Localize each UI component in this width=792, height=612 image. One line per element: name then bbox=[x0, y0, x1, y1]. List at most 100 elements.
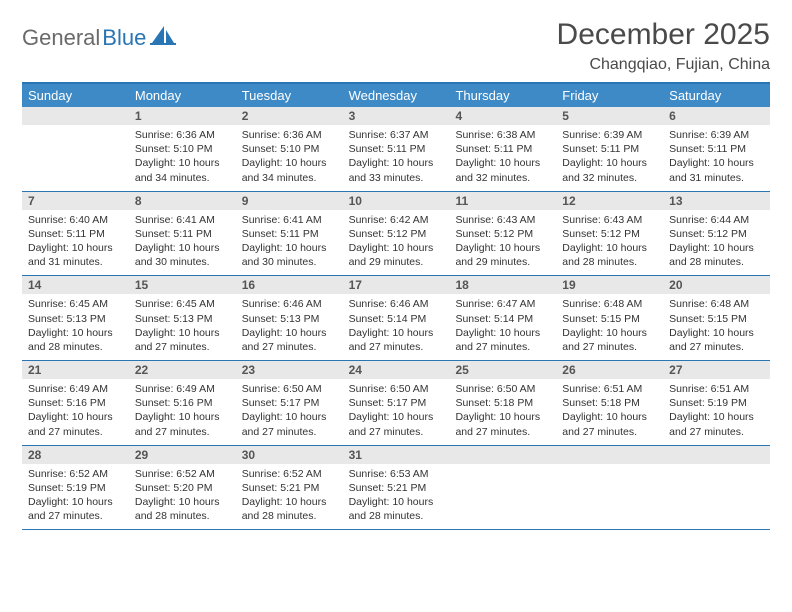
week-row: 1Sunrise: 6:36 AMSunset: 5:10 PMDaylight… bbox=[22, 107, 770, 192]
sunrise-text: Sunrise: 6:38 AM bbox=[455, 128, 550, 142]
day-number bbox=[556, 446, 663, 464]
daylight-text: Daylight: 10 hours and 28 minutes. bbox=[669, 241, 764, 269]
day-cell: 26Sunrise: 6:51 AMSunset: 5:18 PMDayligh… bbox=[556, 361, 663, 445]
day-content: Sunrise: 6:50 AMSunset: 5:17 PMDaylight:… bbox=[236, 379, 343, 445]
sunset-text: Sunset: 5:10 PM bbox=[242, 142, 337, 156]
day-content: Sunrise: 6:50 AMSunset: 5:18 PMDaylight:… bbox=[449, 379, 556, 445]
day-cell: 15Sunrise: 6:45 AMSunset: 5:13 PMDayligh… bbox=[129, 276, 236, 360]
day-cell: 28Sunrise: 6:52 AMSunset: 5:19 PMDayligh… bbox=[22, 446, 129, 530]
sunrise-text: Sunrise: 6:49 AM bbox=[28, 382, 123, 396]
day-cell: 11Sunrise: 6:43 AMSunset: 5:12 PMDayligh… bbox=[449, 192, 556, 276]
day-content: Sunrise: 6:43 AMSunset: 5:12 PMDaylight:… bbox=[449, 210, 556, 276]
sunrise-text: Sunrise: 6:36 AM bbox=[242, 128, 337, 142]
sunrise-text: Sunrise: 6:45 AM bbox=[28, 297, 123, 311]
daylight-text: Daylight: 10 hours and 27 minutes. bbox=[135, 410, 230, 438]
daylight-text: Daylight: 10 hours and 28 minutes. bbox=[28, 326, 123, 354]
sunrise-text: Sunrise: 6:47 AM bbox=[455, 297, 550, 311]
week-row: 7Sunrise: 6:40 AMSunset: 5:11 PMDaylight… bbox=[22, 192, 770, 277]
day-content: Sunrise: 6:49 AMSunset: 5:16 PMDaylight:… bbox=[129, 379, 236, 445]
day-number: 29 bbox=[129, 446, 236, 464]
daylight-text: Daylight: 10 hours and 28 minutes. bbox=[242, 495, 337, 523]
day-content: Sunrise: 6:36 AMSunset: 5:10 PMDaylight:… bbox=[236, 125, 343, 191]
sunset-text: Sunset: 5:21 PM bbox=[349, 481, 444, 495]
day-content: Sunrise: 6:52 AMSunset: 5:20 PMDaylight:… bbox=[129, 464, 236, 530]
daylight-text: Daylight: 10 hours and 27 minutes. bbox=[669, 410, 764, 438]
day-number bbox=[449, 446, 556, 464]
sunrise-text: Sunrise: 6:52 AM bbox=[242, 467, 337, 481]
brand-logo: General Blue bbox=[22, 24, 176, 51]
day-cell: 20Sunrise: 6:48 AMSunset: 5:15 PMDayligh… bbox=[663, 276, 770, 360]
day-content: Sunrise: 6:39 AMSunset: 5:11 PMDaylight:… bbox=[663, 125, 770, 191]
day-content: Sunrise: 6:38 AMSunset: 5:11 PMDaylight:… bbox=[449, 125, 556, 191]
day-number: 20 bbox=[663, 276, 770, 294]
sunset-text: Sunset: 5:20 PM bbox=[135, 481, 230, 495]
sunset-text: Sunset: 5:14 PM bbox=[349, 312, 444, 326]
sunset-text: Sunset: 5:18 PM bbox=[455, 396, 550, 410]
sail-icon bbox=[150, 24, 176, 51]
dow-cell: Tuesday bbox=[236, 84, 343, 107]
day-content: Sunrise: 6:46 AMSunset: 5:14 PMDaylight:… bbox=[343, 294, 450, 360]
sunset-text: Sunset: 5:15 PM bbox=[562, 312, 657, 326]
daylight-text: Daylight: 10 hours and 33 minutes. bbox=[349, 156, 444, 184]
day-cell: 16Sunrise: 6:46 AMSunset: 5:13 PMDayligh… bbox=[236, 276, 343, 360]
day-number: 2 bbox=[236, 107, 343, 125]
dow-cell: Saturday bbox=[663, 84, 770, 107]
sunset-text: Sunset: 5:19 PM bbox=[669, 396, 764, 410]
day-number: 19 bbox=[556, 276, 663, 294]
day-number: 4 bbox=[449, 107, 556, 125]
daylight-text: Daylight: 10 hours and 27 minutes. bbox=[349, 410, 444, 438]
week-row: 21Sunrise: 6:49 AMSunset: 5:16 PMDayligh… bbox=[22, 361, 770, 446]
sunrise-text: Sunrise: 6:49 AM bbox=[135, 382, 230, 396]
day-cell: 8Sunrise: 6:41 AMSunset: 5:11 PMDaylight… bbox=[129, 192, 236, 276]
sunrise-text: Sunrise: 6:43 AM bbox=[562, 213, 657, 227]
sunset-text: Sunset: 5:11 PM bbox=[28, 227, 123, 241]
day-number: 27 bbox=[663, 361, 770, 379]
day-cell bbox=[556, 446, 663, 530]
sunset-text: Sunset: 5:13 PM bbox=[135, 312, 230, 326]
day-number: 28 bbox=[22, 446, 129, 464]
sunset-text: Sunset: 5:15 PM bbox=[669, 312, 764, 326]
day-content: Sunrise: 6:48 AMSunset: 5:15 PMDaylight:… bbox=[663, 294, 770, 360]
day-number: 17 bbox=[343, 276, 450, 294]
day-content: Sunrise: 6:50 AMSunset: 5:17 PMDaylight:… bbox=[343, 379, 450, 445]
day-content: Sunrise: 6:51 AMSunset: 5:19 PMDaylight:… bbox=[663, 379, 770, 445]
day-cell: 22Sunrise: 6:49 AMSunset: 5:16 PMDayligh… bbox=[129, 361, 236, 445]
sunset-text: Sunset: 5:11 PM bbox=[135, 227, 230, 241]
daylight-text: Daylight: 10 hours and 27 minutes. bbox=[349, 326, 444, 354]
day-number: 16 bbox=[236, 276, 343, 294]
sunset-text: Sunset: 5:12 PM bbox=[562, 227, 657, 241]
day-number: 18 bbox=[449, 276, 556, 294]
sunrise-text: Sunrise: 6:50 AM bbox=[455, 382, 550, 396]
daylight-text: Daylight: 10 hours and 32 minutes. bbox=[562, 156, 657, 184]
sunset-text: Sunset: 5:13 PM bbox=[242, 312, 337, 326]
daylight-text: Daylight: 10 hours and 32 minutes. bbox=[455, 156, 550, 184]
sunrise-text: Sunrise: 6:50 AM bbox=[349, 382, 444, 396]
dow-cell: Wednesday bbox=[343, 84, 450, 107]
daylight-text: Daylight: 10 hours and 30 minutes. bbox=[135, 241, 230, 269]
sunrise-text: Sunrise: 6:36 AM bbox=[135, 128, 230, 142]
day-number: 31 bbox=[343, 446, 450, 464]
sunrise-text: Sunrise: 6:52 AM bbox=[135, 467, 230, 481]
daylight-text: Daylight: 10 hours and 27 minutes. bbox=[562, 326, 657, 354]
day-content: Sunrise: 6:45 AMSunset: 5:13 PMDaylight:… bbox=[129, 294, 236, 360]
day-cell: 31Sunrise: 6:53 AMSunset: 5:21 PMDayligh… bbox=[343, 446, 450, 530]
daylight-text: Daylight: 10 hours and 34 minutes. bbox=[135, 156, 230, 184]
day-number: 21 bbox=[22, 361, 129, 379]
day-content: Sunrise: 6:52 AMSunset: 5:19 PMDaylight:… bbox=[22, 464, 129, 530]
sunset-text: Sunset: 5:12 PM bbox=[669, 227, 764, 241]
day-content: Sunrise: 6:41 AMSunset: 5:11 PMDaylight:… bbox=[236, 210, 343, 276]
day-cell: 12Sunrise: 6:43 AMSunset: 5:12 PMDayligh… bbox=[556, 192, 663, 276]
sunrise-text: Sunrise: 6:42 AM bbox=[349, 213, 444, 227]
sunrise-text: Sunrise: 6:39 AM bbox=[562, 128, 657, 142]
daylight-text: Daylight: 10 hours and 29 minutes. bbox=[349, 241, 444, 269]
day-number: 11 bbox=[449, 192, 556, 210]
brand-part1: General bbox=[22, 25, 100, 51]
day-cell: 4Sunrise: 6:38 AMSunset: 5:11 PMDaylight… bbox=[449, 107, 556, 191]
day-cell: 17Sunrise: 6:46 AMSunset: 5:14 PMDayligh… bbox=[343, 276, 450, 360]
day-content: Sunrise: 6:48 AMSunset: 5:15 PMDaylight:… bbox=[556, 294, 663, 360]
sunset-text: Sunset: 5:11 PM bbox=[669, 142, 764, 156]
sunrise-text: Sunrise: 6:51 AM bbox=[669, 382, 764, 396]
day-number: 25 bbox=[449, 361, 556, 379]
day-cell: 6Sunrise: 6:39 AMSunset: 5:11 PMDaylight… bbox=[663, 107, 770, 191]
day-number: 5 bbox=[556, 107, 663, 125]
